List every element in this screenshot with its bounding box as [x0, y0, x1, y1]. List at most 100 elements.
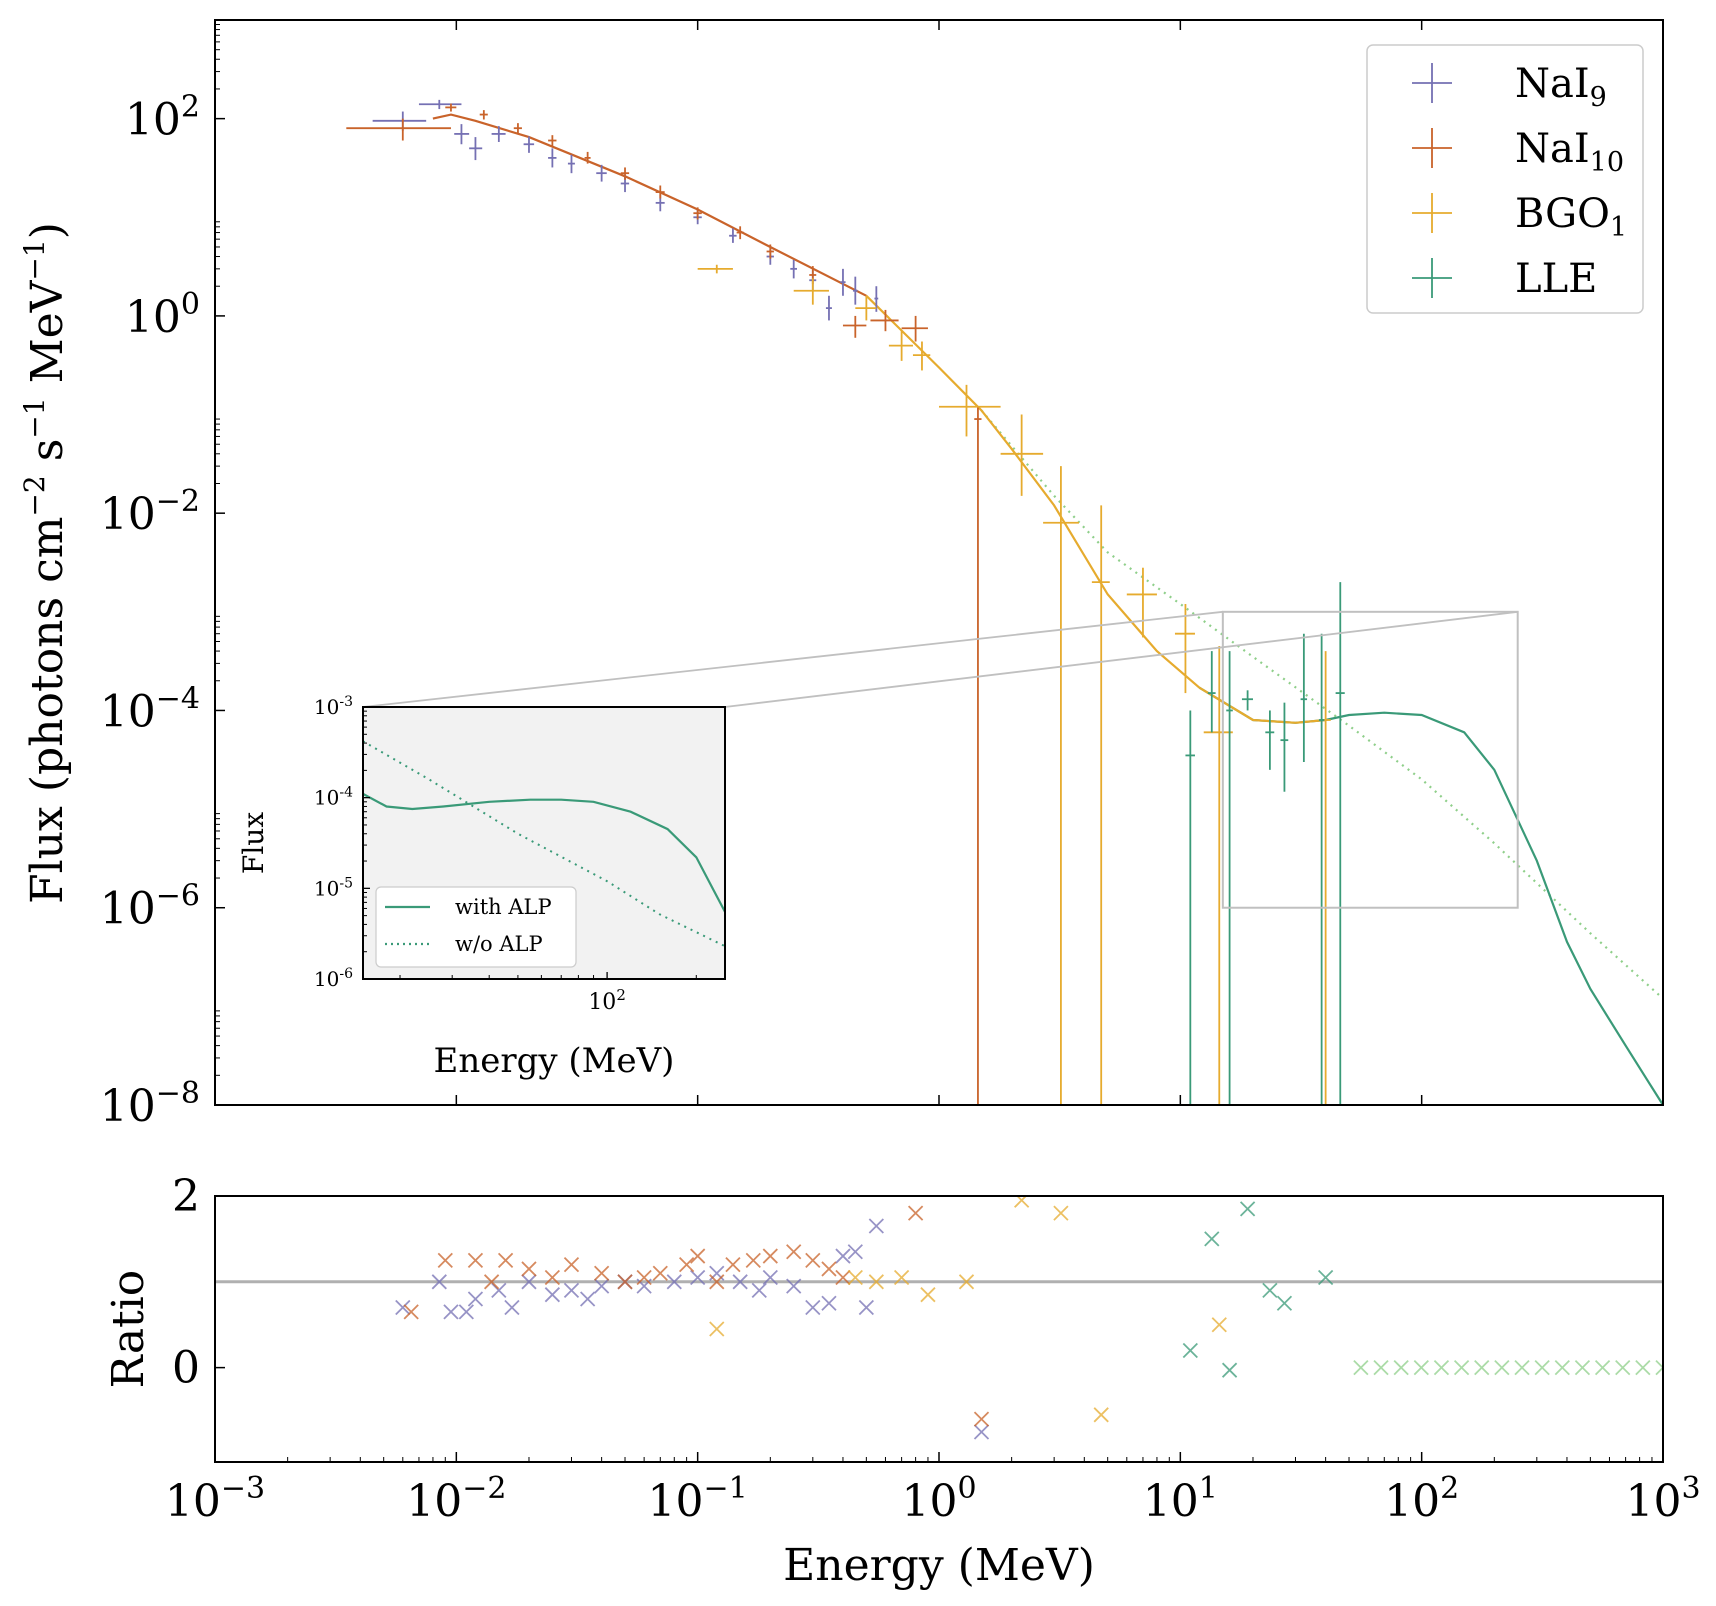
inset-x-tick-label: 102: [588, 986, 626, 1015]
ratio-marker: [504, 1299, 520, 1316]
errorbar-point: [842, 315, 867, 338]
ratio-marker: [636, 1269, 652, 1286]
ratio-marker: [973, 1411, 990, 1427]
errorbar-point: [1335, 582, 1345, 1105]
ratio-marker: [1453, 1359, 1470, 1376]
errorbar-point: [548, 135, 557, 147]
ratio-marker: [1221, 1362, 1238, 1378]
ratio-marker: [786, 1244, 802, 1260]
ratio-marker: [973, 1424, 990, 1440]
ratio-marker: [1594, 1359, 1611, 1376]
errorbar-point: [655, 185, 665, 199]
errorbar-point: [852, 276, 858, 305]
main-legend: NaI9 NaI10 BGO1 LLE: [1366, 44, 1644, 314]
ratio-marker: [579, 1291, 596, 1307]
ratio-marker: [678, 1257, 695, 1273]
ratio-marker: [1211, 1317, 1227, 1333]
legend-marker-lle: [1412, 258, 1452, 298]
ratio-marker: [805, 1252, 821, 1268]
series-nai10: [346, 103, 982, 1105]
errorbar-point: [584, 151, 591, 164]
zoom-connector-line: [362, 610, 1223, 708]
ratio-marker: [1534, 1359, 1550, 1376]
y-tick-label: 10−2: [100, 484, 200, 540]
ratio-marker: [805, 1299, 821, 1316]
ratio-marker: [907, 1205, 924, 1221]
inset-frame: [362, 706, 726, 980]
inset-y-tick-label: 10-5: [314, 875, 353, 900]
main-error-bars: [346, 99, 1345, 1105]
ratio-marker: [1014, 1196, 1030, 1208]
ratio-marker: [762, 1269, 778, 1286]
ratio-marker: [443, 1304, 459, 1320]
ratio-marker: [1053, 1205, 1069, 1221]
ratio-marker: [1093, 1407, 1109, 1423]
main-y-axis-ticks: 102 100 10−2 10−4 10−6 10−8: [100, 20, 1664, 1132]
inset-plot: 10-3 10-4 10-5 10-6 102 Energy (MeV) Flux with …: [237, 694, 726, 1081]
ratio-marker: [431, 1274, 447, 1290]
ratio-markers: [215, 1196, 1663, 1440]
errorbar-point: [548, 148, 557, 168]
inset-x-axis-label: Energy (MeV): [434, 1041, 675, 1081]
series-bgo1: [697, 264, 1331, 1105]
legend-box: [1366, 44, 1644, 314]
errorbar-point: [469, 137, 483, 161]
errorbar-point: [491, 126, 506, 142]
ratio-marker: [893, 1269, 910, 1286]
ratio-marker: [467, 1291, 484, 1307]
ratio-x-tick-label: 10−1: [648, 1471, 748, 1527]
ratio-marker: [1276, 1295, 1293, 1311]
ratio-marker: [1317, 1269, 1334, 1286]
ratio-x-tick-label: 102: [1384, 1471, 1459, 1527]
ratio-x-tick-label: 10−3: [165, 1471, 265, 1527]
errorbar-point: [1280, 702, 1289, 792]
ratio-marker: [858, 1299, 874, 1316]
errorbar-point: [974, 406, 982, 1105]
errorbar-point: [729, 228, 737, 243]
inset-y-axis-label: Flux: [237, 812, 270, 874]
legend-marker-nai9: [1412, 63, 1452, 103]
ratio-marker: [458, 1304, 474, 1320]
ratio-x-tick-label: 103: [1625, 1471, 1700, 1527]
ratio-plot: 10−3 10−2 10−1 100 101 102 103 2 0 Ratio Energy …: [103, 1171, 1701, 1591]
inset-legend-label: w/o ALP: [455, 932, 543, 956]
ratio-x-axis-label: Energy (MeV): [783, 1540, 1095, 1591]
legend-label-nai9: NaI9: [1515, 61, 1607, 113]
y-tick-label: 102: [125, 90, 200, 146]
ratio-axis-ticks: 10−3 10−2 10−1 100 101 102 103 2 0: [165, 1171, 1701, 1527]
ratio-y-axis-label: Ratio: [103, 1270, 154, 1389]
ratio-marker: [847, 1244, 863, 1260]
ratio-marker: [1554, 1359, 1570, 1376]
errorbar-point: [939, 384, 1001, 437]
ratio-marker: [690, 1248, 706, 1264]
ratio-x-tick-label: 100: [901, 1471, 976, 1527]
y-tick-label: 10−6: [100, 879, 200, 935]
ratio-marker: [1393, 1359, 1409, 1376]
errorbar-point: [1203, 646, 1233, 1105]
errorbar-point: [912, 341, 931, 371]
inset-legend-label: with ALP: [455, 895, 552, 919]
ratio-marker: [1262, 1282, 1278, 1299]
ratio-marker: [563, 1257, 580, 1273]
ratio-series-bgo1: [709, 1196, 1227, 1423]
errorbar-point: [1126, 567, 1157, 638]
ratio-series-lle: [1182, 1201, 1334, 1378]
errorbar-point: [523, 136, 535, 153]
errorbar-point: [736, 226, 744, 240]
ratio-marker: [1494, 1359, 1510, 1376]
errorbar-point: [888, 331, 913, 361]
errorbar-point: [1300, 633, 1308, 763]
ratio-marker: [762, 1248, 778, 1264]
legend-label-lle: LLE: [1515, 256, 1597, 302]
ratio-marker: [732, 1274, 748, 1290]
errorbar-point: [901, 315, 928, 342]
ratio-marker: [751, 1282, 767, 1299]
ratio-zero-markers: [1353, 1359, 1663, 1376]
errorbar-point: [567, 154, 575, 174]
ratio-marker: [521, 1261, 537, 1277]
ratio-marker: [1514, 1359, 1530, 1376]
ratio-marker: [544, 1287, 561, 1303]
ratio-marker: [544, 1269, 561, 1286]
ratio-marker: [593, 1278, 610, 1294]
errorbar-point: [697, 264, 733, 274]
